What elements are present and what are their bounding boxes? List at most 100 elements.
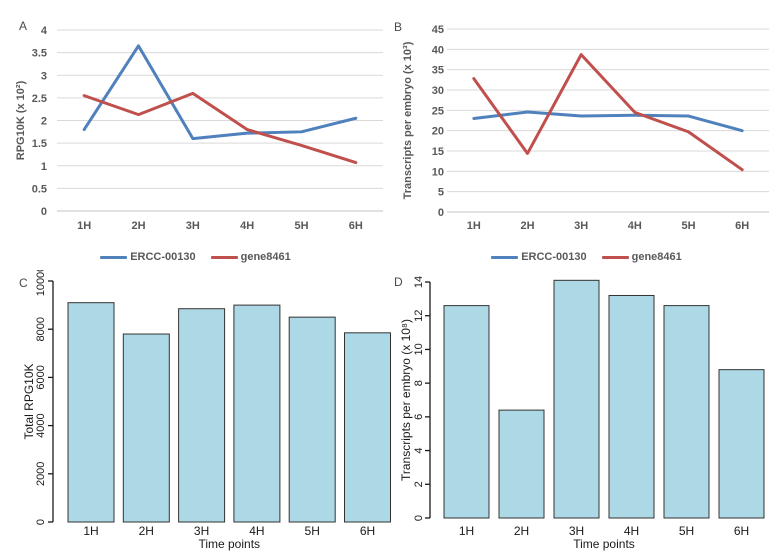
y-axis-title: Transcripts per embryo (x 10⁸) xyxy=(399,319,413,481)
x-tick-label: 2H xyxy=(520,220,534,232)
x-tick-label: 3H xyxy=(569,524,584,538)
y-tick-label: 45 xyxy=(432,24,444,36)
y-tick-label: 2.5 xyxy=(32,93,47,105)
y-tick-label: 40 xyxy=(432,44,444,56)
panel-label-c: C xyxy=(19,276,28,290)
x-tick-label: 1H xyxy=(467,220,481,232)
y-tick-label: 1.5 xyxy=(32,138,47,150)
legend-label: ERCC-00130 xyxy=(130,251,196,263)
legend-line-swatch-blue xyxy=(491,255,519,259)
y-tick-label: 0.5 xyxy=(32,183,47,195)
y-tick-label: 1 xyxy=(41,161,47,173)
x-tick-label: 3H xyxy=(574,220,588,232)
legend-panel-a: ERCC-00130 gene8461 xyxy=(0,250,391,264)
x-tick-label: 4H xyxy=(240,220,254,232)
y-tick-label: 35 xyxy=(432,65,444,77)
panel-label-d: D xyxy=(394,275,403,289)
x-tick-label: 1H xyxy=(83,524,98,538)
bar-4H xyxy=(233,304,281,523)
y-tick-label: 3 xyxy=(41,70,47,82)
series-line-gene8461 xyxy=(472,53,744,172)
legend-label: gene8461 xyxy=(631,251,682,263)
x-tick-label: 5H xyxy=(681,220,695,232)
bar-2H xyxy=(122,333,170,523)
y-tick-label: 0 xyxy=(438,207,444,219)
x-tick-label: 5H xyxy=(679,524,694,538)
panel-label-a: A xyxy=(19,19,28,33)
y-tick-label: 30 xyxy=(432,85,444,97)
legend-label: ERCC-00130 xyxy=(521,251,587,263)
y-tick-label: 10 xyxy=(432,166,444,178)
y-tick-label: 5 xyxy=(438,187,444,199)
x-tick-label: 6H xyxy=(349,220,363,232)
x-tick-label: 4H xyxy=(628,220,642,232)
legend-line-swatch-red xyxy=(601,255,629,259)
y-axis-title: Transcripts per embryo (x 10³) xyxy=(402,41,414,199)
bar-1H xyxy=(67,302,115,523)
panel-d-bar-chart: 0 2 4 6 8 10 12 14 1H 2H 3H 4H 5H 6H Time points Transc… xyxy=(399,276,765,551)
y-tick-label: 2 xyxy=(413,481,425,487)
y-tick-label: 3.5 xyxy=(32,48,47,60)
bar-3H xyxy=(178,308,226,523)
bar-5H xyxy=(663,305,710,519)
y-tick-label: 2000 xyxy=(35,462,47,486)
bar-2H xyxy=(498,409,545,519)
x-tick-label: 3H xyxy=(186,220,200,232)
x-tick-label: 2H xyxy=(514,524,529,538)
y-tick-label: 0 xyxy=(413,515,425,521)
y-tick-label: 4000 xyxy=(35,413,47,437)
x-tick-label: 3H xyxy=(194,524,209,538)
y-tick-label: 6000 xyxy=(35,365,47,389)
bar-5H xyxy=(288,316,336,523)
x-axis-title: Time points xyxy=(573,537,635,551)
x-tick-label: 4H xyxy=(249,524,264,538)
x-axis-title: Time points xyxy=(198,537,260,551)
y-tick-label: 10 xyxy=(413,343,425,355)
y-tick-label: 6 xyxy=(413,414,425,420)
series-line-gene8461 xyxy=(82,91,358,165)
x-tick-label: 2H xyxy=(131,220,145,232)
legend-item: gene8461 xyxy=(210,251,291,263)
y-tick-label: 0 xyxy=(41,206,47,218)
bar-3H xyxy=(553,279,600,519)
y-axis-title: Total RPG10K xyxy=(22,363,36,439)
bar-1H xyxy=(443,305,490,519)
x-tick-label: 5H xyxy=(294,220,308,232)
y-tick-label: 20 xyxy=(432,126,444,138)
legend-line-swatch-red xyxy=(210,255,238,259)
panel-c-bar-chart: 0 2000 4000 6000 8000 10000 1H 2H 3H 4H 5H 6H Time p… xyxy=(22,270,391,551)
y-tick-label: 15 xyxy=(432,146,444,158)
legend-item: ERCC-00130 xyxy=(491,251,587,263)
legend-item: ERCC-00130 xyxy=(100,251,196,263)
y-tick-label: 8 xyxy=(413,380,425,386)
series-line-ERCC-00130 xyxy=(82,44,358,141)
bar-6H xyxy=(718,369,765,519)
y-tick-label: 8000 xyxy=(35,317,47,341)
x-tick-label: 5H xyxy=(305,524,320,538)
y-axis-title: RPG10K (x 10²) xyxy=(15,80,27,160)
y-tick-label: 4 xyxy=(413,448,425,454)
x-tick-label: 1H xyxy=(459,524,474,538)
series-line-ERCC-00130 xyxy=(472,110,744,133)
x-tick-label: 4H xyxy=(624,524,639,538)
legend-item: gene8461 xyxy=(601,251,682,263)
bar-6H xyxy=(344,332,391,523)
y-tick-label: 4 xyxy=(41,25,48,37)
x-tick-label: 6H xyxy=(734,524,749,538)
y-tick-label: 2 xyxy=(41,116,47,128)
x-tick-label: 2H xyxy=(139,524,154,538)
panel-a-line-chart: 0 0.5 1 1.5 2 2.5 3 3.5 4 1H 2H 3H 4H 5H 6H RPG10K (x 1… xyxy=(15,25,383,232)
y-tick-label: 0 xyxy=(35,519,47,525)
x-tick-label: 6H xyxy=(360,524,375,538)
panel-b-line-chart: 0 5 10 15 20 25 30 35 40 45 1H 2H 3H 4H 5H 6H Transcript… xyxy=(402,24,769,232)
x-tick-label: 6H xyxy=(735,220,749,232)
y-tick-label: 25 xyxy=(432,105,444,117)
x-tick-label: 1H xyxy=(77,220,91,232)
y-tick-label: 10000 xyxy=(35,270,47,296)
legend-panel-b: ERCC-00130 gene8461 xyxy=(391,250,782,264)
legend-line-swatch-blue xyxy=(100,255,128,259)
legend-label: gene8461 xyxy=(240,251,291,263)
y-tick-label: 12 xyxy=(413,310,425,322)
y-tick-label: 14 xyxy=(413,276,425,288)
